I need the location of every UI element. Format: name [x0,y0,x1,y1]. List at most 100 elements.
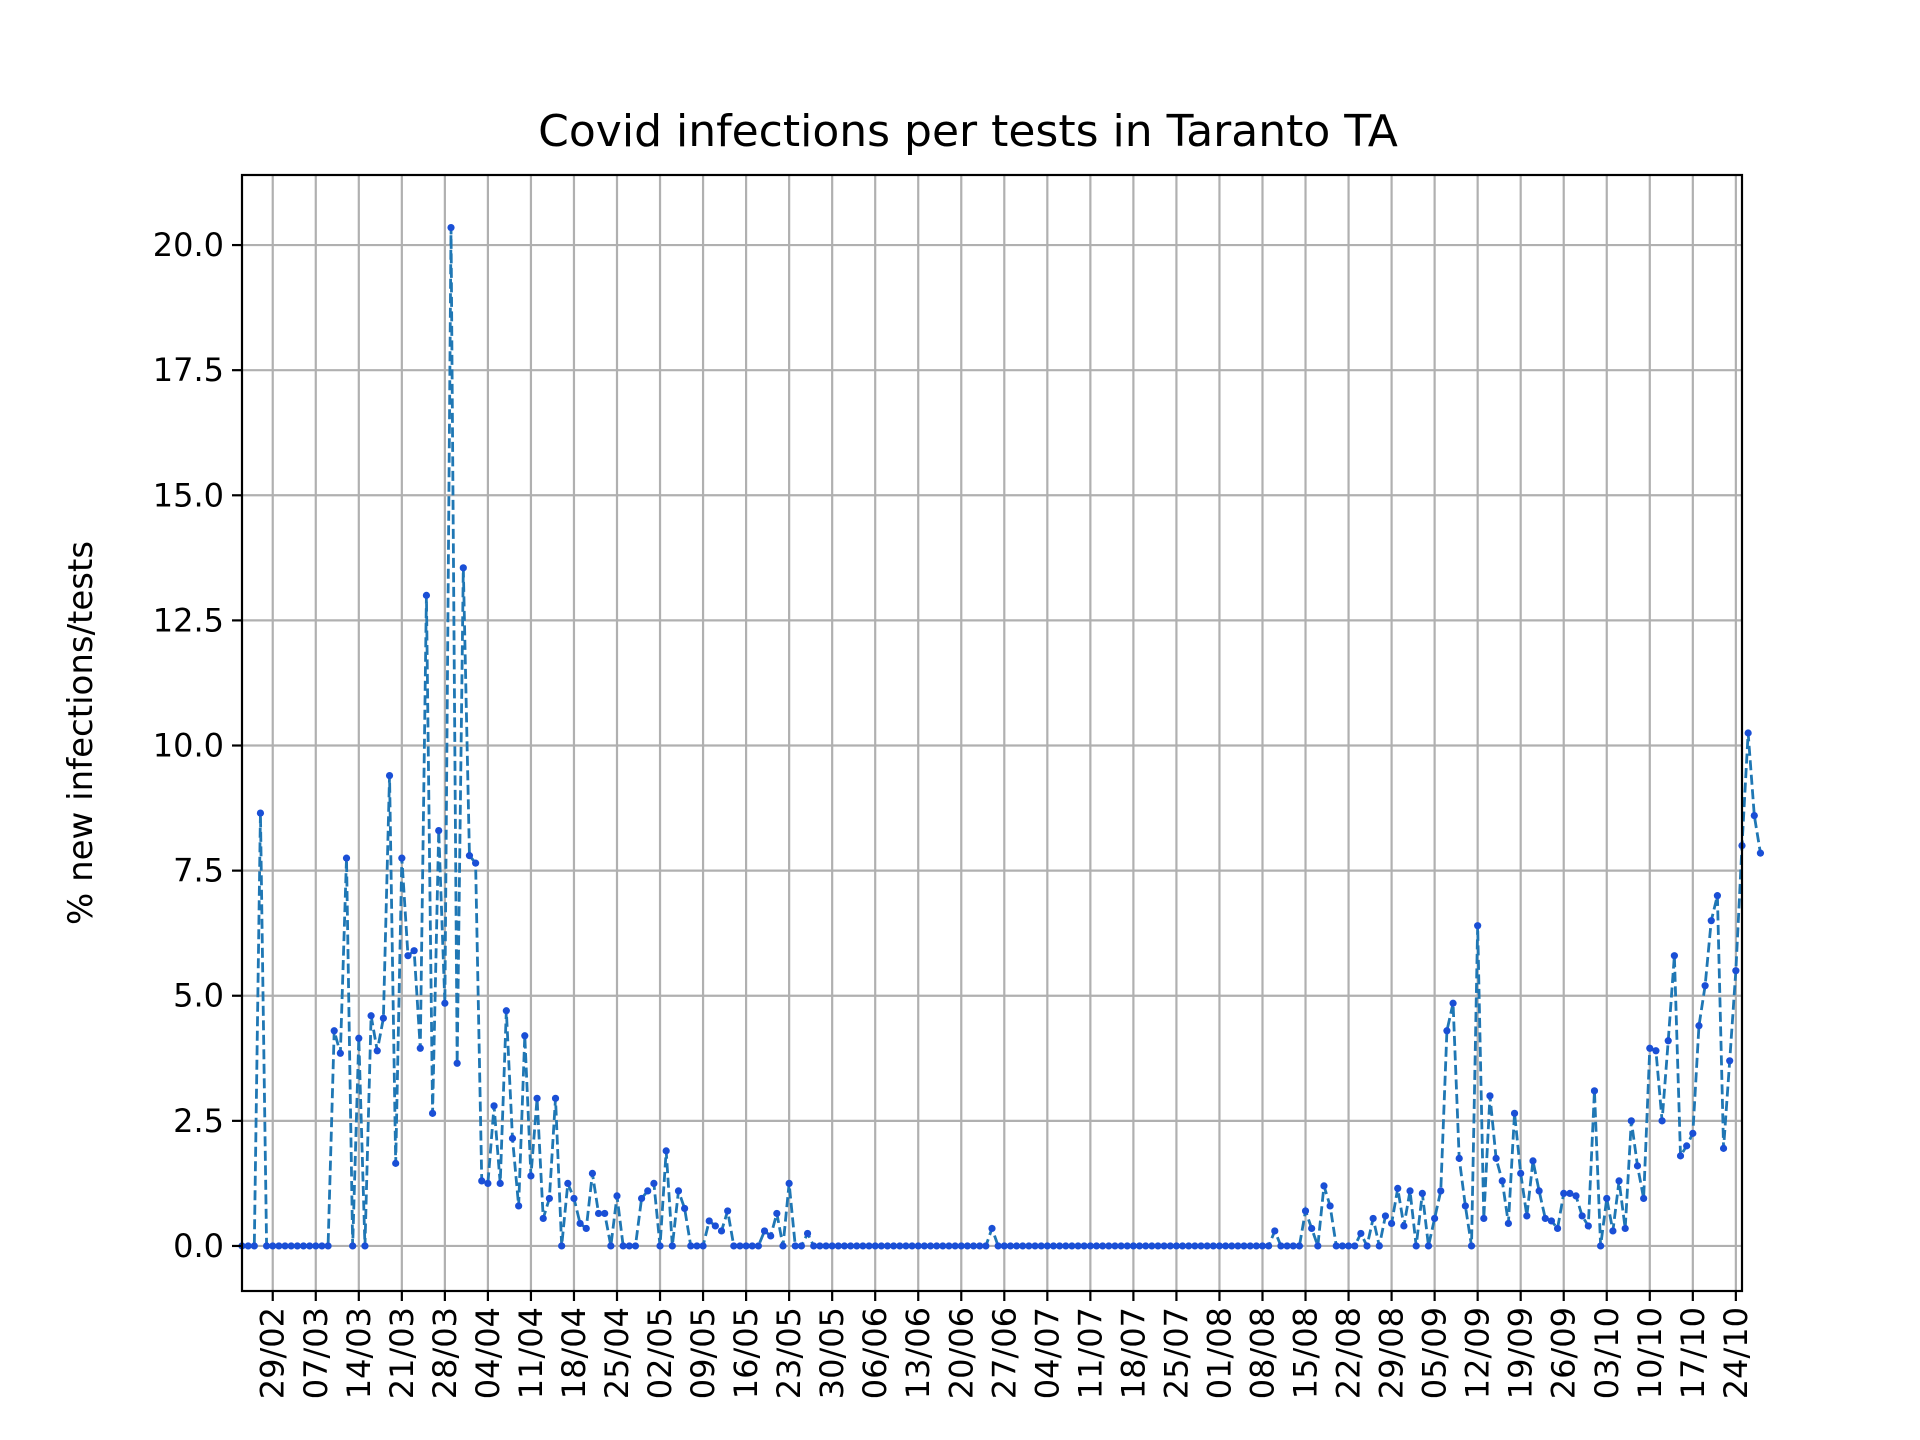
data-point [976,1242,984,1250]
data-point [1640,1194,1648,1203]
y-tick-label: 15.0 [153,476,224,514]
y-tick-label: 2.5 [173,1102,224,1140]
data-point [1252,1242,1260,1250]
data-point [760,1227,769,1235]
data-point [1560,1189,1568,1198]
data-point [1185,1242,1193,1250]
data-point [1117,1242,1125,1250]
data-point [306,1242,314,1250]
data-point [1049,1242,1058,1250]
data-point [1006,1242,1015,1250]
plot-frame [240,173,1744,1293]
data-point [1246,1242,1254,1250]
data-point [1209,1242,1217,1250]
data-point [668,1242,676,1250]
x-tick-label: 01/08 [1200,1307,1238,1399]
data-point [711,1222,719,1230]
data-point [1553,1224,1562,1233]
data-point [244,1242,252,1250]
data-point [1338,1242,1347,1250]
data-point [1603,1194,1611,1203]
data-point [1750,811,1758,820]
data-point [262,1242,271,1250]
data-point [1111,1242,1119,1250]
data-point [785,1179,793,1187]
data-point [1455,1154,1463,1162]
data-point [299,1242,308,1250]
data-point [1664,1037,1672,1045]
data-point [1387,1219,1396,1228]
data-point [287,1242,295,1250]
data-point [367,1012,375,1020]
x-tick-label: 11/04 [512,1307,550,1399]
data-point [1744,729,1752,737]
grid [242,175,1742,1291]
data-point [1689,1129,1697,1137]
x-tick-label: 10/10 [1631,1307,1669,1399]
data-point [576,1219,584,1228]
x-tick-label: 29/08 [1373,1307,1411,1399]
data-point [1265,1242,1273,1250]
data-point [982,1242,990,1250]
data-point [459,564,467,572]
x-tick-label: 05/09 [1416,1307,1454,1399]
data-point [994,1242,1002,1250]
data-point [551,1094,560,1102]
data-point [1498,1177,1506,1185]
data-point [1400,1222,1408,1230]
data-point [1701,982,1709,990]
x-tick-label: 08/08 [1243,1307,1281,1399]
data-point [1320,1182,1328,1190]
data-point [588,1169,597,1177]
data-point [1025,1242,1033,1250]
x-tick-label: 17/10 [1674,1307,1712,1399]
data-point [1148,1242,1156,1250]
data-point [736,1242,744,1250]
data-point [355,1034,363,1042]
data-point [1670,952,1678,960]
data-point [594,1209,603,1218]
data-point [1676,1152,1685,1160]
data-point [1713,892,1722,900]
data-point [1412,1242,1420,1250]
data-point [1510,1109,1519,1117]
data-point [791,1242,799,1250]
data-point [1707,917,1715,925]
x-tick-label: 24/10 [1717,1307,1755,1399]
data-point [545,1194,553,1203]
data-point [428,1109,437,1117]
data-point [1203,1242,1211,1250]
data-point [1271,1227,1279,1235]
x-tick-label: 28/03 [426,1307,464,1399]
data-point [730,1242,738,1250]
data-point [1541,1214,1549,1223]
x-tick-label: 06/06 [856,1307,894,1399]
data-point [902,1242,910,1250]
data-point [1375,1242,1383,1250]
data-point [699,1242,707,1250]
x-tick-label: 04/04 [469,1307,507,1399]
data-point [834,1242,842,1250]
data-point [521,1032,529,1040]
data-point [324,1242,332,1250]
data-point [1504,1219,1512,1228]
data-point [656,1242,664,1250]
data-point [1357,1229,1365,1238]
data-point [1658,1117,1666,1125]
x-tick-label: 15/08 [1287,1307,1325,1399]
data-point [674,1187,683,1195]
data-point [564,1179,572,1187]
data-point [717,1227,726,1235]
data-point [1240,1242,1248,1250]
data-point [724,1207,732,1215]
data-point [1474,922,1482,930]
data-point [1129,1242,1137,1250]
data-point [1301,1207,1310,1215]
data-point [681,1204,689,1213]
data-point [1295,1242,1303,1250]
data-point [453,1059,461,1067]
data-point [1431,1214,1439,1223]
data-point [1123,1242,1131,1250]
